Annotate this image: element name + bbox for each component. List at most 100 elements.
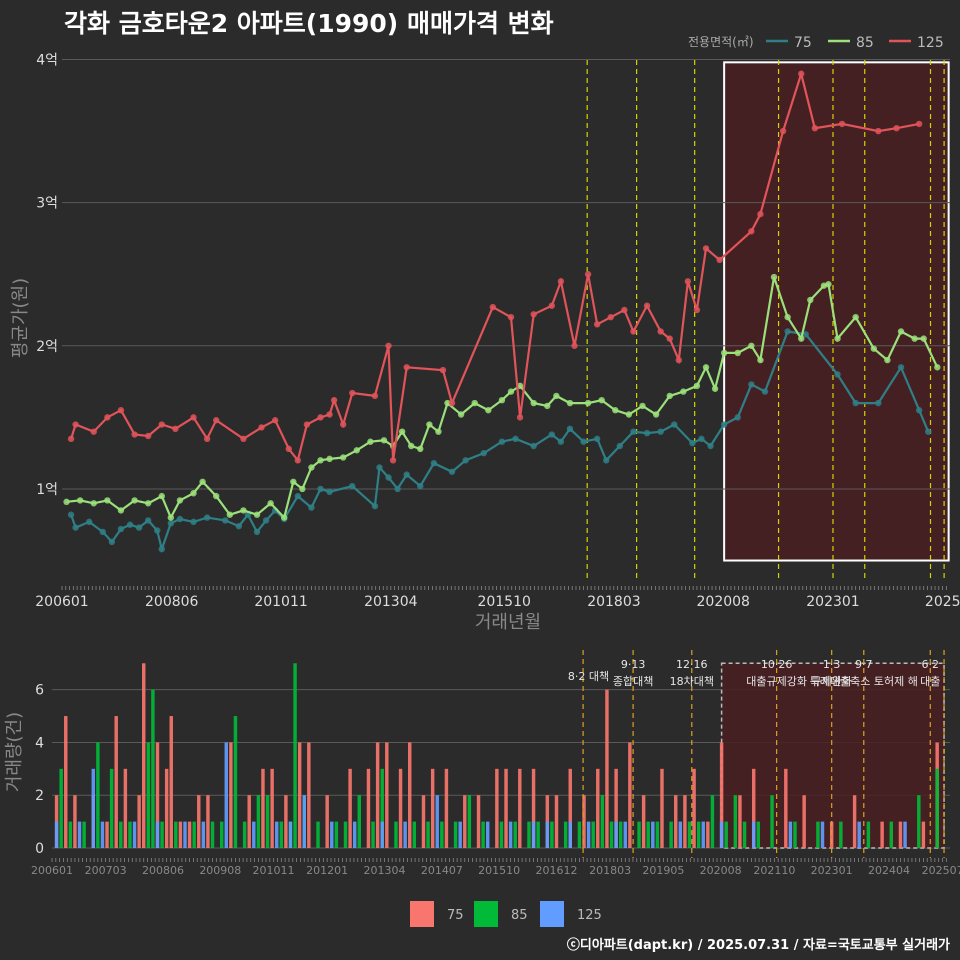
price-point-125 xyxy=(303,421,311,428)
footer-credit: ⓒ디아파트(dapt.kr) / 2025.07.31 / 자료=국토교통부 실… xyxy=(566,938,950,953)
price-point-125 xyxy=(571,342,578,349)
volume-bar-85 xyxy=(343,821,348,848)
volume-y-tick-label: 0 xyxy=(35,841,44,857)
price-point-85 xyxy=(825,281,832,288)
volume-bar-85 xyxy=(265,795,270,848)
price-point-75 xyxy=(852,399,859,407)
volume-bar-75 xyxy=(114,716,118,848)
volume-bar-75 xyxy=(582,795,586,848)
volume-bar-75 xyxy=(495,768,499,848)
price-point-85 xyxy=(317,457,324,464)
price-point-75 xyxy=(498,438,506,445)
volume-bar-75 xyxy=(229,742,233,848)
price-point-85 xyxy=(240,507,247,514)
volume-legend-label-125: 125 xyxy=(577,908,602,923)
volume-bar-85 xyxy=(146,742,151,848)
volume-x-tick-label: 202110 xyxy=(753,864,795,877)
price-point-85 xyxy=(884,356,891,364)
legend-title: 전용면적(㎡) xyxy=(688,35,754,49)
volume-bar-85 xyxy=(609,821,614,848)
volume-bar-75 xyxy=(398,768,403,848)
volume-x-tick-label: 201905 xyxy=(642,864,684,877)
volume-y-tick-label: 6 xyxy=(35,683,44,699)
price-point-85 xyxy=(353,447,360,454)
price-point-75 xyxy=(761,388,769,395)
volume-policy-annotation: 종합대책 xyxy=(613,675,653,688)
price-point-85 xyxy=(408,442,415,450)
price-point-125 xyxy=(779,127,787,135)
price-point-125 xyxy=(530,311,537,318)
volume-policy-annotation: 9·7 xyxy=(855,658,873,671)
price-point-85 xyxy=(158,492,165,500)
volume-bar-75 xyxy=(123,768,128,848)
volume-legend-key-125 xyxy=(540,901,564,927)
price-point-75 xyxy=(235,522,243,530)
volume-bar-85 xyxy=(242,821,247,848)
price-point-125 xyxy=(666,335,673,342)
volume-bar-75 xyxy=(164,768,169,848)
volume-bar-75 xyxy=(738,795,742,848)
price-point-85 xyxy=(612,407,619,414)
volume-bar-125 xyxy=(155,821,160,848)
volume-bar-85 xyxy=(279,821,284,848)
volume-bar-75 xyxy=(802,795,806,848)
volume-axes: 0 2 4 6 200601 200703 200806 200908 201011 201201… xyxy=(4,683,960,877)
volume-bar-75 xyxy=(504,768,508,848)
volume-bar-85 xyxy=(669,821,673,848)
price-point-75 xyxy=(135,524,143,531)
price-point-85 xyxy=(666,392,673,400)
volume-bar-75 xyxy=(385,742,389,848)
volume-bar-125 xyxy=(545,821,550,848)
price-point-75 xyxy=(67,511,75,518)
price-x-tick-label: 200601 xyxy=(35,594,88,610)
volume-bar-125 xyxy=(54,821,59,848)
price-point-75 xyxy=(308,504,315,511)
price-point-125 xyxy=(757,210,764,218)
price-point-85 xyxy=(720,349,728,357)
volume-bar-125 xyxy=(857,821,861,848)
price-point-75 xyxy=(317,485,324,493)
price-point-75 xyxy=(834,371,841,378)
price-point-85 xyxy=(117,507,125,514)
price-point-125 xyxy=(203,435,211,443)
price-point-75 xyxy=(657,428,664,435)
volume-bar-85 xyxy=(174,821,178,848)
price-point-85 xyxy=(426,421,433,428)
price-point-125 xyxy=(339,421,347,428)
price-y-axis-title: 평균가(원) xyxy=(10,278,31,358)
volume-policy-annotation: 6·2 xyxy=(922,658,940,671)
price-point-85 xyxy=(625,411,633,418)
price-point-75 xyxy=(548,431,556,438)
volume-bar-125 xyxy=(100,821,105,848)
volume-bar-75 xyxy=(518,768,522,848)
volume-bar-125 xyxy=(403,821,407,848)
volume-x-tick-label: 202404 xyxy=(868,864,910,877)
price-point-85 xyxy=(176,497,184,504)
price-point-75 xyxy=(203,514,211,521)
price-point-125 xyxy=(258,424,265,431)
volume-bar-85 xyxy=(412,821,417,848)
volume-bar-75 xyxy=(880,821,884,848)
volume-bar-125 xyxy=(820,821,825,848)
volume-bar-75 xyxy=(261,768,265,848)
price-point-125 xyxy=(389,457,397,464)
price-point-75 xyxy=(158,545,165,553)
legend-label-125: 125 xyxy=(917,35,944,51)
price-point-85 xyxy=(63,498,70,506)
price-point-85 xyxy=(76,497,84,504)
price-point-75 xyxy=(371,502,379,510)
price-point-85 xyxy=(852,313,859,321)
volume-bar-85 xyxy=(724,821,728,848)
volume-bar-125 xyxy=(91,768,95,848)
volume-y-axis-title: 거래량(건) xyxy=(4,712,25,792)
price-point-85 xyxy=(807,296,814,304)
volume-bar-75 xyxy=(444,768,449,848)
price-point-75 xyxy=(915,407,923,414)
price-point-125 xyxy=(385,342,392,349)
volume-bar-85 xyxy=(151,689,155,848)
volume-bar-85 xyxy=(646,821,650,848)
volume-x-tick-label: 202507 xyxy=(922,864,960,877)
price-highlight-box xyxy=(723,61,950,562)
volume-bar-75 xyxy=(596,768,600,848)
